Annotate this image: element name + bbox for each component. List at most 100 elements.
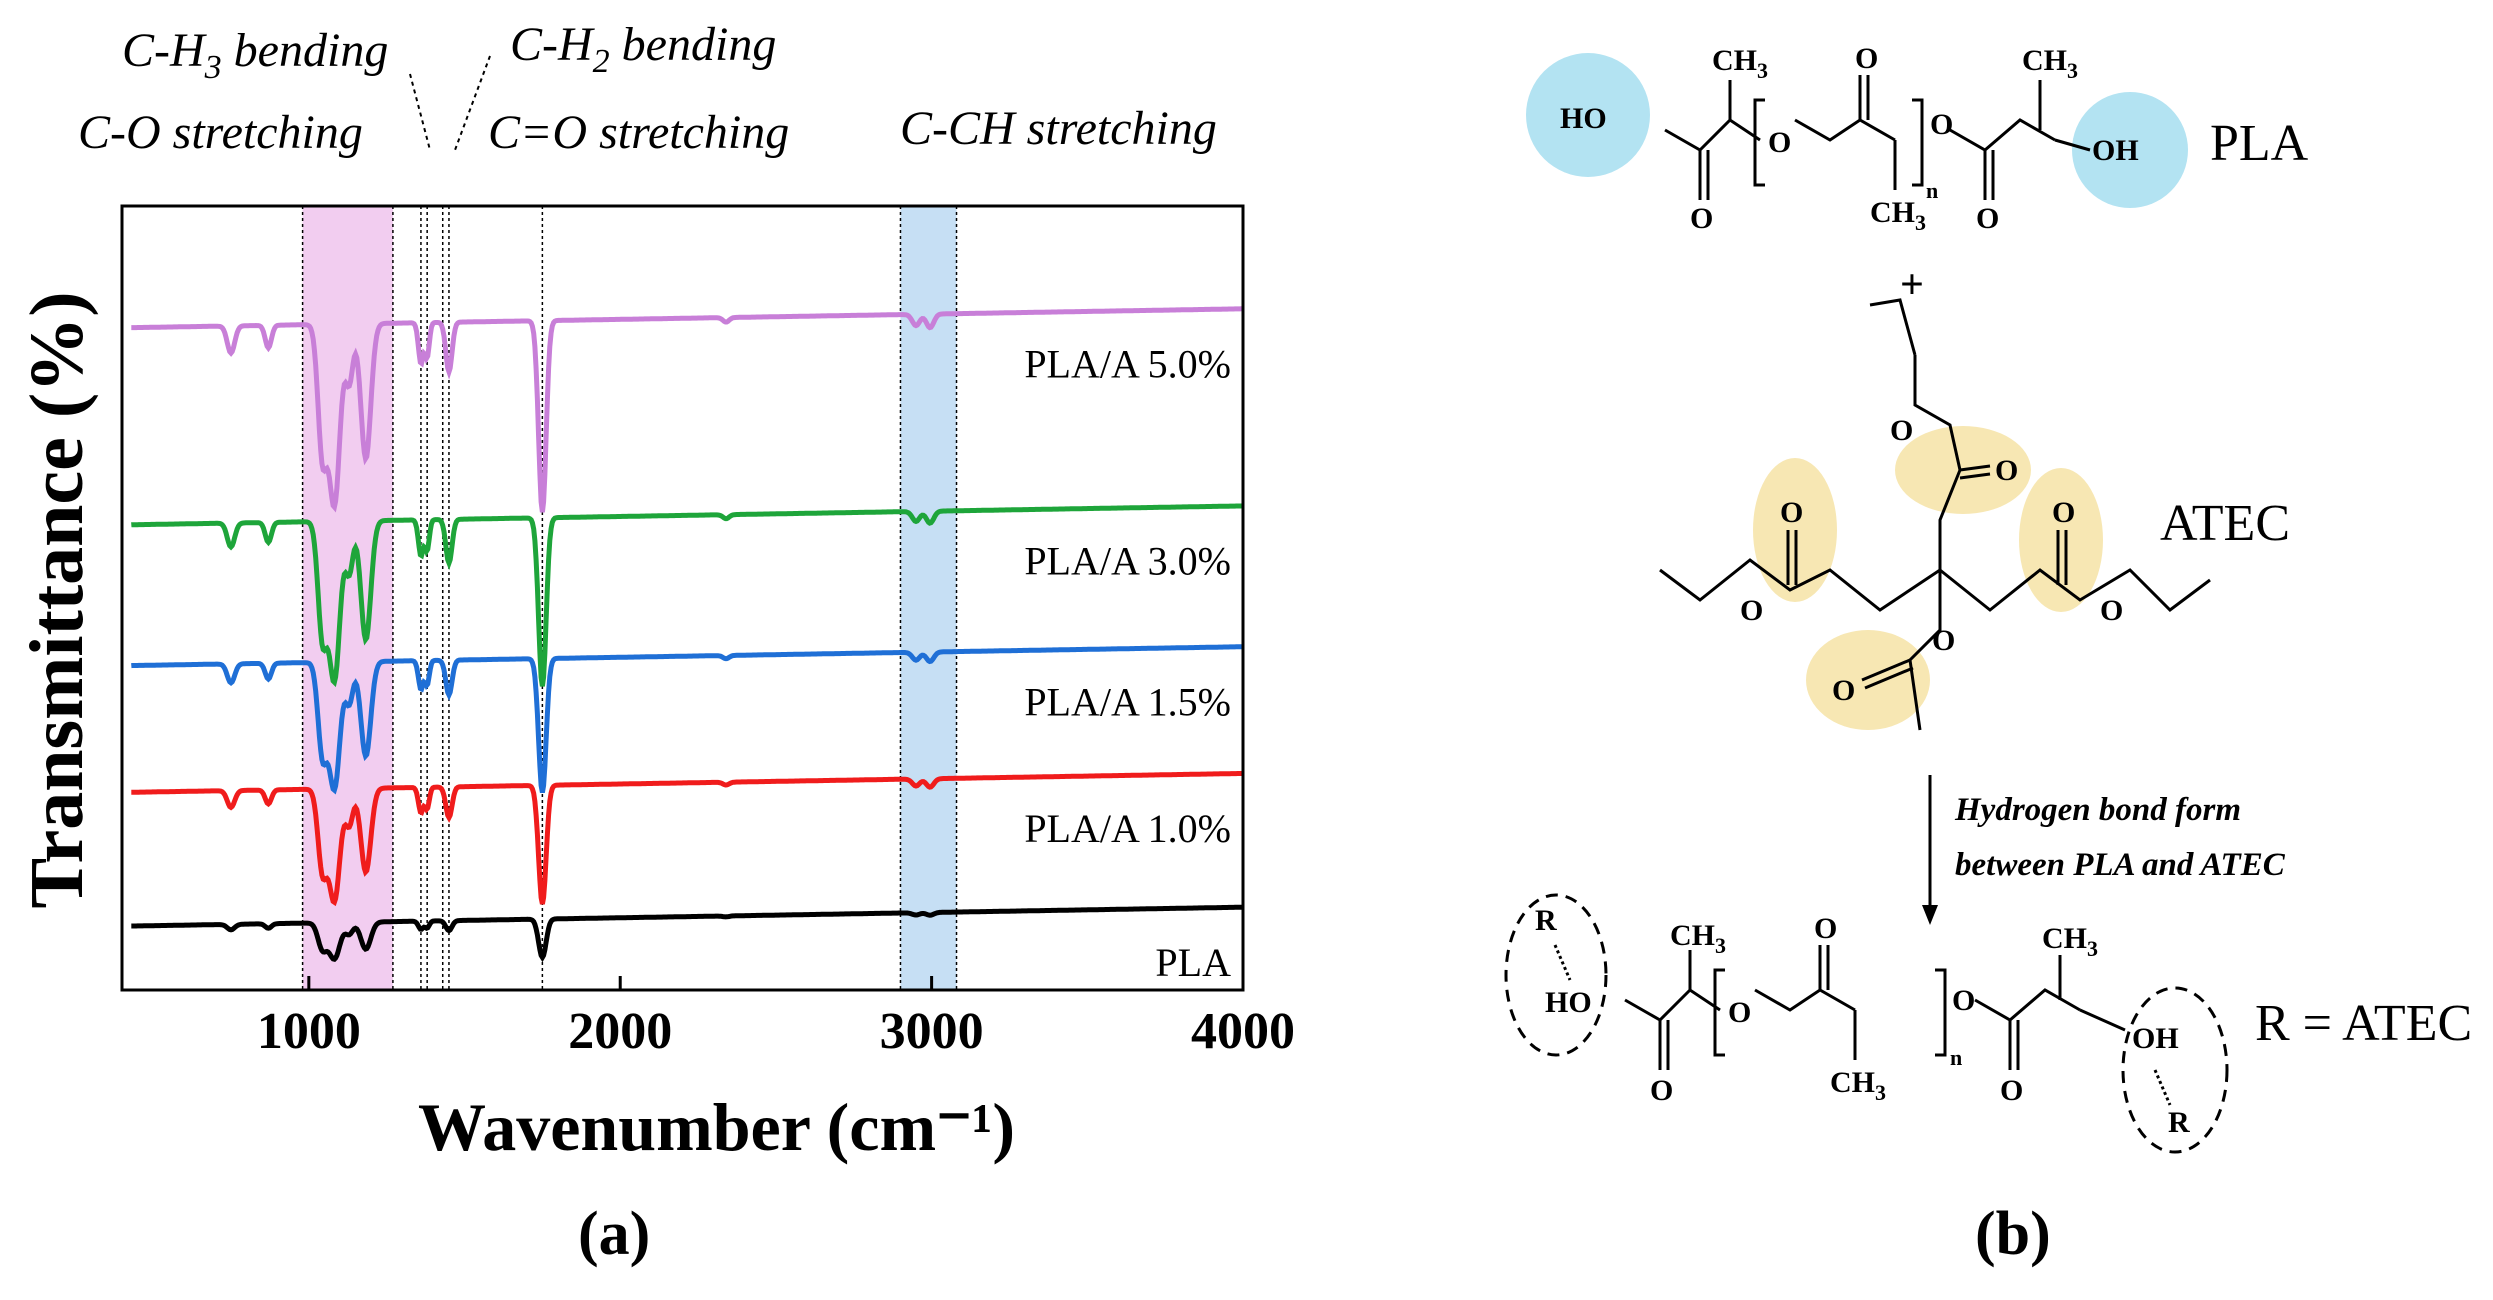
atec-highlight-bottom	[1806, 630, 1930, 730]
product-o-4: O	[1952, 984, 1975, 1017]
r-equals-atec: R = ATEC	[2255, 995, 2472, 1052]
atec-o-6: O	[2100, 594, 2123, 627]
arrow-text-line2: between PLA and ATEC	[1955, 847, 2286, 883]
reaction-scheme: HO O CH3 O O CH3 n O O CH3 OH PLA +	[1504, 42, 2472, 1268]
pla-structure: HO O CH3 O O CH3 n O O CH3 OH PLA	[1526, 42, 2309, 235]
leader-ch2	[454, 55, 491, 151]
product-bond-a	[1624, 988, 1721, 1022]
pla-bond-b	[1949, 118, 2056, 152]
annotation-co-stretching: C-O stretching	[78, 106, 363, 159]
product-ch3-1-ch: CH	[1670, 919, 1715, 952]
atec-top-carbonyl-b	[1959, 472, 1991, 480]
annotation-cch-stretching: C-CH stretching	[900, 102, 1217, 155]
annotation-ch2-rest: bending	[610, 18, 777, 71]
product-structure: R HO O CH3 O O CH3 n O O CH3 OH R R = AT…	[1504, 893, 2472, 1154]
series-line-4	[131, 904, 1243, 963]
annotation-ch2-main: C-H	[510, 18, 595, 71]
series-label-2: PLA/A 1.5%	[1024, 679, 1231, 724]
annotation-ch2-bending: C-H2 bending	[510, 18, 776, 80]
annotation-ch3-sub: 3	[204, 49, 222, 86]
atec-o-3: O	[1780, 496, 1803, 529]
pla-ch3-1-sub: 3	[1757, 58, 1768, 83]
y-axis-title: Transmittance (%)	[15, 291, 99, 908]
product-ch3-2-sub: 3	[1875, 1080, 1886, 1105]
atec-name: ATEC	[2160, 495, 2290, 552]
atec-structure: O O O O O O O O ATEC	[1659, 298, 2290, 731]
pla-ch3-1: CH3	[1712, 44, 1768, 83]
pla-ch3-2: CH3	[1870, 196, 1926, 235]
x-axis-ticks: 1000 2000 3000 4000	[257, 976, 1295, 1060]
pla-o-4: O	[1930, 108, 1953, 141]
atec-o-4: O	[1740, 594, 1763, 627]
panel-a-label: (a)	[578, 1200, 650, 1268]
atec-top-ethyl	[1869, 298, 1917, 356]
band-1	[900, 206, 957, 990]
annotation-ch3-rest: bending	[222, 24, 389, 77]
atec-acetyl	[1908, 570, 1942, 731]
atec-acetyl-carbonyl-b	[1864, 666, 1914, 690]
annotation-ch3-main: C-H	[122, 24, 207, 77]
annotation-ch3-bending: C-H3 bending	[122, 24, 388, 86]
product-ho: HO	[1545, 986, 1592, 1019]
product-ch3-3: CH3	[2042, 922, 2098, 961]
leader-ch3	[409, 73, 431, 151]
product-ch3-2: CH3	[1830, 1066, 1886, 1105]
product-n: n	[1950, 1045, 1962, 1070]
pla-ch3-3-ch: CH	[2022, 44, 2067, 77]
x-tick-label-1: 2000	[568, 1003, 672, 1060]
atec-highlight-right	[2019, 468, 2103, 612]
product-ch3-1: CH3	[1670, 919, 1726, 958]
product-repeat	[1754, 988, 1856, 1012]
pla-name: PLA	[2210, 115, 2309, 172]
annotation-co-double-stretching: C=O stretching	[488, 106, 789, 159]
product-oh: OH	[2132, 1022, 2179, 1055]
product-hbond-dash-right	[2153, 1069, 2172, 1106]
pla-ch3-1-ch: CH	[1712, 44, 1757, 77]
atec-top-arm-a	[1913, 355, 1962, 471]
pla-ho: HO	[1560, 102, 1607, 135]
x-tick-label-0: 1000	[257, 1003, 361, 1060]
series-label-3: PLA/A 1.0%	[1024, 806, 1231, 851]
product-o-1: O	[1650, 1074, 1673, 1107]
product-bracket-left	[1713, 968, 1725, 1057]
pla-bond-a	[1664, 118, 1761, 152]
plus-sign: +	[1900, 262, 1924, 308]
annotation-ch2-sub: 2	[593, 43, 610, 80]
series-label-0: PLA/A 5.0%	[1024, 341, 1231, 386]
product-r-right: R	[2168, 1106, 2190, 1139]
pla-o-1: O	[1690, 202, 1713, 235]
pla-repeat-bonds	[1794, 118, 1896, 142]
product-hbond-left	[1504, 893, 1608, 1057]
atec-right-arm	[1939, 568, 2211, 612]
product-r-left: R	[1535, 904, 1557, 937]
atec-left-arm	[1659, 558, 1941, 612]
pla-ch3-2-sub: 3	[1915, 210, 1926, 235]
product-o-3: O	[1814, 912, 1837, 945]
pla-bracket-left	[1753, 98, 1765, 187]
series-label-1: PLA/A 3.0%	[1024, 538, 1231, 583]
chart-reference-lines	[420, 206, 544, 990]
chart-series-layer	[131, 306, 1243, 963]
pla-ch3-3: CH3	[2022, 44, 2078, 83]
product-ch3-1-sub: 3	[1715, 933, 1726, 958]
series-line-3	[131, 771, 1243, 907]
series-line-2	[131, 644, 1243, 795]
ftir-chart: PLA/A 5.0% PLA/A 3.0% PLA/A 1.5% PLA/A 1.0%…	[15, 18, 1295, 1268]
series-label-4: PLA	[1155, 940, 1231, 985]
series-line-0	[131, 306, 1243, 513]
pla-n: n	[1926, 178, 1938, 203]
atec-o-7: O	[1932, 624, 1955, 657]
pla-oh-bond	[2054, 138, 2091, 152]
atec-top-arm-b	[1938, 469, 1962, 570]
product-o-2: O	[1728, 996, 1751, 1029]
pla-hydroxyl-highlight-left	[1526, 53, 1650, 177]
pla-hydroxyl-highlight-right	[2072, 92, 2188, 208]
pla-o-2: O	[1768, 126, 1791, 159]
product-ch3-3-sub: 3	[2087, 936, 2098, 961]
pla-oh: OH	[2092, 134, 2139, 167]
product-hbond-right	[2121, 986, 2229, 1154]
pla-o-3: O	[1855, 42, 1878, 75]
pla-ch3-2-ch: CH	[1870, 196, 1915, 229]
chart-series-labels: PLA/A 5.0% PLA/A 3.0% PLA/A 1.5% PLA/A 1.0%…	[1024, 341, 1231, 984]
